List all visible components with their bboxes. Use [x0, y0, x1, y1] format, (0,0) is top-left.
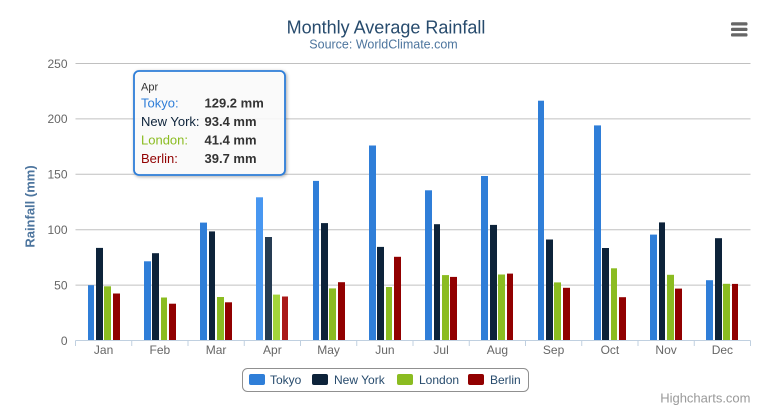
svg-text:New York: New York — [334, 373, 386, 387]
svg-text:250: 250 — [47, 57, 67, 71]
svg-text:Sep: Sep — [543, 343, 565, 357]
svg-text:93.4 mm: 93.4 mm — [205, 114, 257, 129]
svg-text:Feb: Feb — [150, 343, 171, 357]
svg-text:Jul: Jul — [433, 343, 448, 357]
svg-text:100: 100 — [47, 223, 67, 237]
svg-text:50: 50 — [54, 278, 68, 292]
svg-text:Jun: Jun — [375, 343, 394, 357]
svg-text:129.2 mm: 129.2 mm — [205, 96, 264, 111]
svg-text:Berlin:: Berlin: — [141, 151, 178, 166]
svg-text:Berlin: Berlin — [490, 373, 521, 387]
svg-text:Oct: Oct — [601, 343, 620, 357]
svg-text:New York:: New York: — [141, 114, 200, 129]
svg-text:Nov: Nov — [655, 343, 676, 357]
svg-text:Dec: Dec — [712, 343, 733, 357]
svg-text:Apr: Apr — [141, 82, 158, 94]
svg-text:Monthly Average Rainfall: Monthly Average Rainfall — [287, 18, 486, 38]
svg-text:London: London — [419, 373, 459, 387]
svg-text:Tokyo: Tokyo — [270, 373, 302, 387]
svg-text:London:: London: — [141, 133, 188, 148]
svg-text:200: 200 — [47, 112, 67, 126]
svg-text:Aug: Aug — [487, 343, 508, 357]
svg-text:May: May — [317, 343, 340, 357]
svg-text:Highcharts.com: Highcharts.com — [660, 391, 750, 406]
svg-text:Jan: Jan — [94, 343, 113, 357]
svg-text:Apr: Apr — [263, 343, 282, 357]
svg-text:39.7 mm: 39.7 mm — [205, 151, 257, 166]
svg-text:Tokyo:: Tokyo: — [141, 96, 179, 111]
svg-text:Source: WorldClimate.com: Source: WorldClimate.com — [309, 38, 457, 52]
svg-text:Mar: Mar — [206, 343, 227, 357]
svg-text:41.4 mm: 41.4 mm — [205, 133, 257, 148]
svg-text:Rainfall (mm): Rainfall (mm) — [23, 165, 38, 247]
svg-text:0: 0 — [61, 334, 68, 348]
svg-text:150: 150 — [47, 168, 67, 182]
